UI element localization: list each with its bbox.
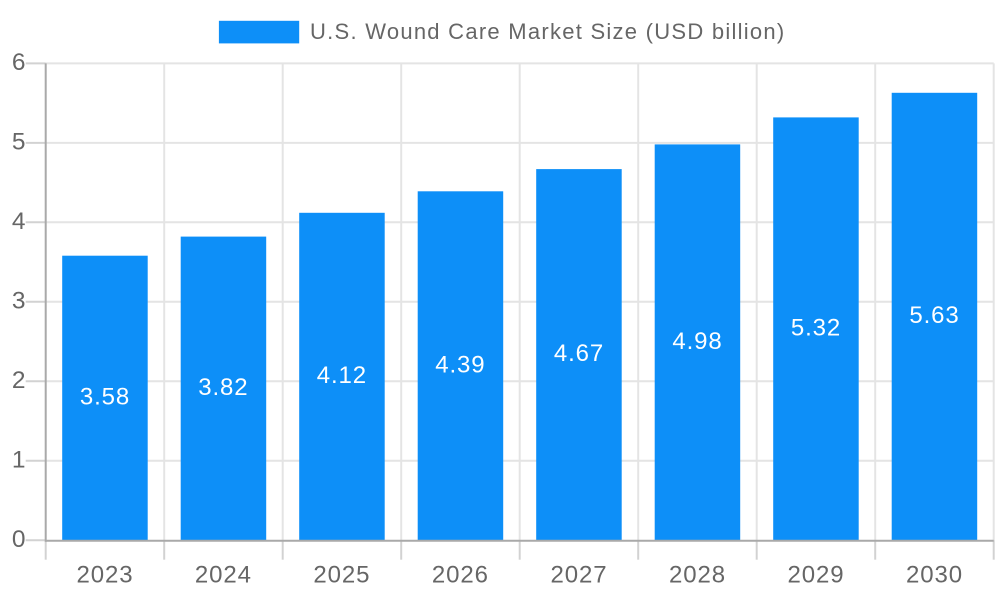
svg-text:2026: 2026 bbox=[432, 562, 489, 589]
svg-text:1: 1 bbox=[12, 447, 26, 474]
svg-text:2024: 2024 bbox=[195, 562, 252, 589]
svg-text:2025: 2025 bbox=[313, 562, 370, 589]
svg-text:2030: 2030 bbox=[906, 562, 963, 589]
svg-text:3.82: 3.82 bbox=[198, 374, 248, 401]
svg-text:2028: 2028 bbox=[669, 562, 726, 589]
svg-text:2027: 2027 bbox=[551, 562, 608, 589]
svg-text:U.S. Wound Care Market Size (U: U.S. Wound Care Market Size (USD billion… bbox=[310, 19, 786, 44]
svg-text:5.63: 5.63 bbox=[909, 302, 959, 329]
svg-text:4.39: 4.39 bbox=[435, 351, 485, 378]
svg-text:6: 6 bbox=[12, 49, 26, 76]
svg-text:2: 2 bbox=[12, 367, 26, 394]
svg-text:4.12: 4.12 bbox=[317, 362, 367, 389]
svg-text:2029: 2029 bbox=[788, 562, 845, 589]
svg-text:2023: 2023 bbox=[77, 562, 134, 589]
svg-text:4.67: 4.67 bbox=[554, 340, 604, 367]
svg-text:3.58: 3.58 bbox=[80, 383, 130, 410]
svg-text:5: 5 bbox=[12, 129, 26, 156]
svg-text:5.32: 5.32 bbox=[791, 314, 841, 341]
svg-text:0: 0 bbox=[12, 526, 26, 553]
svg-text:3: 3 bbox=[12, 288, 26, 315]
svg-text:4: 4 bbox=[12, 208, 26, 235]
svg-text:4.98: 4.98 bbox=[672, 328, 722, 355]
